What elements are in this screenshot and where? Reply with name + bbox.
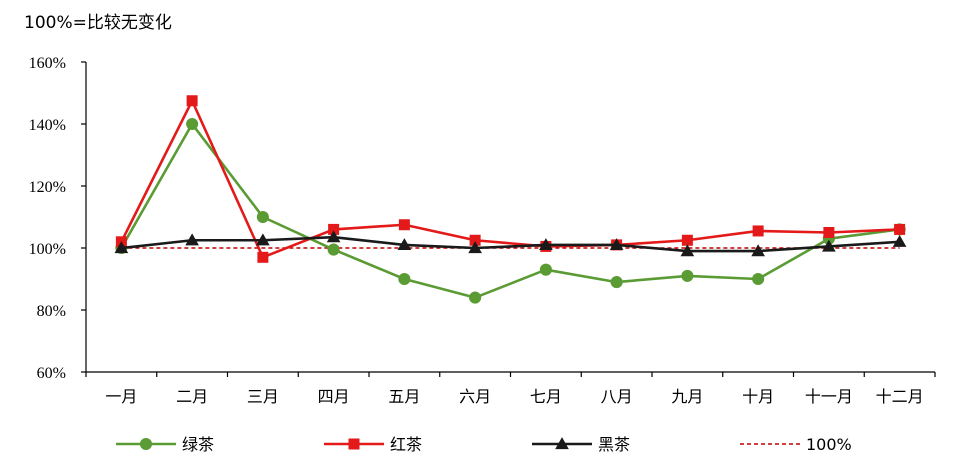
legend-item: 100% bbox=[740, 435, 852, 454]
series-line bbox=[120, 99, 900, 259]
x-tick-label: 十一月 bbox=[805, 387, 853, 406]
data-point bbox=[469, 234, 481, 246]
y-tick-label: 140% bbox=[29, 117, 66, 134]
data-point bbox=[257, 251, 269, 263]
x-tick-label: 五月 bbox=[388, 387, 420, 406]
x-tick-label: 八月 bbox=[601, 387, 633, 406]
data-point bbox=[610, 276, 623, 289]
legend-label: 100% bbox=[806, 435, 852, 454]
data-point bbox=[186, 95, 198, 107]
data-point bbox=[894, 223, 906, 235]
data-point bbox=[398, 219, 410, 231]
legend-marker bbox=[348, 438, 360, 450]
chart-note: 100%=比较无变化 bbox=[24, 13, 172, 33]
data-point bbox=[681, 269, 694, 282]
data-point bbox=[751, 244, 765, 257]
series-2 bbox=[115, 95, 906, 263]
data-point bbox=[468, 241, 482, 254]
data-point bbox=[114, 241, 129, 254]
x-tick-label: 一月 bbox=[105, 387, 137, 406]
x-tick-label: 三月 bbox=[247, 387, 279, 406]
legend-label: 绿茶 bbox=[182, 435, 214, 454]
x-tick-label: 六月 bbox=[459, 387, 491, 406]
data-point bbox=[469, 291, 482, 304]
y-tick-label: 60% bbox=[37, 365, 66, 382]
data-point bbox=[256, 210, 269, 224]
data-point bbox=[397, 238, 412, 251]
data-point bbox=[823, 227, 835, 238]
x-tick-label: 九月 bbox=[671, 387, 703, 406]
data-point bbox=[539, 263, 552, 276]
series-line bbox=[121, 235, 900, 253]
data-point bbox=[822, 239, 836, 252]
data-point bbox=[326, 230, 341, 243]
legend-label: 红茶 bbox=[390, 435, 422, 454]
data-point bbox=[681, 234, 693, 246]
data-point bbox=[609, 238, 624, 251]
series-group bbox=[114, 95, 907, 304]
x-tick-label: 四月 bbox=[318, 387, 350, 406]
legend-marker bbox=[555, 437, 569, 450]
data-point bbox=[328, 223, 340, 235]
data-point bbox=[256, 233, 270, 246]
x-tick-label: 十月 bbox=[742, 387, 774, 406]
data-point bbox=[892, 234, 907, 247]
data-point bbox=[752, 272, 765, 286]
data-point bbox=[185, 233, 199, 246]
data-point bbox=[539, 238, 553, 251]
x-tick-label: 二月 bbox=[176, 387, 208, 406]
chart-axes: 60% 80% 100% 120% 140% 160% 一月 二月 三月 四月 五月 六月 七月 八月 九月… bbox=[29, 55, 936, 406]
y-tick-label: 160% bbox=[29, 55, 66, 72]
series-line bbox=[120, 122, 900, 299]
data-point bbox=[398, 272, 411, 286]
legend-item: 绿茶 bbox=[116, 435, 214, 454]
data-point bbox=[327, 243, 340, 256]
data-point bbox=[186, 117, 199, 131]
y-tick-label: 120% bbox=[29, 179, 66, 196]
chart-legend: 绿茶 红茶 黑茶 100% bbox=[116, 435, 852, 454]
legend-marker bbox=[139, 437, 153, 451]
legend-item: 红茶 bbox=[324, 435, 422, 454]
legend-label: 黑茶 bbox=[598, 435, 630, 454]
x-tick-label: 七月 bbox=[530, 387, 562, 406]
y-tick-label: 80% bbox=[37, 303, 66, 320]
legend-item: 黑茶 bbox=[532, 435, 630, 454]
data-point bbox=[752, 225, 764, 237]
y-tick-label: 100% bbox=[29, 241, 66, 258]
series-1 bbox=[115, 117, 906, 304]
x-tick-label: 十二月 bbox=[876, 387, 924, 406]
data-point bbox=[680, 244, 695, 257]
series-3 bbox=[114, 230, 907, 257]
